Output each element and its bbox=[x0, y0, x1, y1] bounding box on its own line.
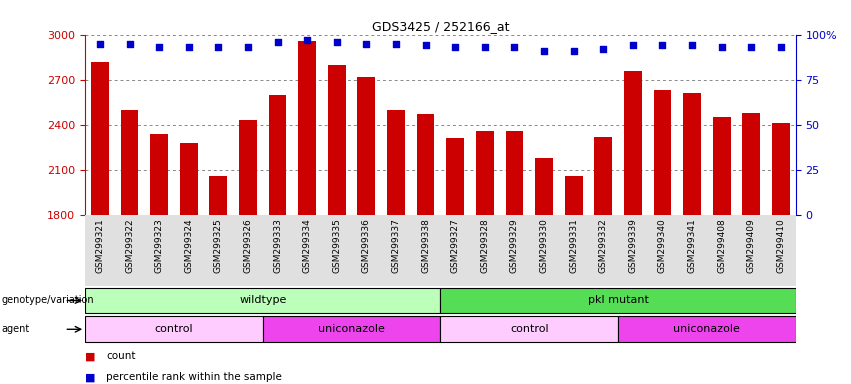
Point bbox=[152, 44, 166, 50]
Point bbox=[123, 41, 136, 47]
Bar bbox=[772, 123, 790, 215]
Bar bbox=[387, 110, 405, 215]
Bar bbox=[446, 138, 464, 215]
Text: GSM299328: GSM299328 bbox=[480, 218, 489, 273]
Point bbox=[419, 42, 432, 48]
Bar bbox=[357, 77, 375, 215]
Text: GSM299337: GSM299337 bbox=[391, 218, 401, 273]
Text: GSM299322: GSM299322 bbox=[125, 218, 134, 273]
Bar bbox=[441, 316, 618, 342]
Bar bbox=[298, 41, 316, 215]
Point bbox=[300, 37, 314, 43]
Text: percentile rank within the sample: percentile rank within the sample bbox=[106, 372, 283, 382]
Text: pkl mutant: pkl mutant bbox=[587, 295, 648, 305]
Bar bbox=[742, 113, 760, 215]
Text: GSM299334: GSM299334 bbox=[303, 218, 311, 273]
Text: GSM299330: GSM299330 bbox=[540, 218, 549, 273]
Point bbox=[241, 44, 254, 50]
Text: GSM299325: GSM299325 bbox=[214, 218, 223, 273]
Text: GSM299329: GSM299329 bbox=[510, 218, 519, 273]
Text: GSM299336: GSM299336 bbox=[362, 218, 371, 273]
Point bbox=[537, 48, 551, 54]
Bar bbox=[713, 117, 730, 215]
Text: wildtype: wildtype bbox=[239, 295, 287, 305]
Text: genotype/variation: genotype/variation bbox=[2, 295, 94, 306]
Point bbox=[774, 44, 788, 50]
Bar bbox=[151, 134, 168, 215]
Text: GSM299333: GSM299333 bbox=[273, 218, 282, 273]
Text: GSM299326: GSM299326 bbox=[243, 218, 253, 273]
Text: GSM299408: GSM299408 bbox=[717, 218, 726, 273]
Point bbox=[360, 41, 374, 47]
Point bbox=[507, 44, 521, 50]
Bar bbox=[441, 288, 796, 313]
Title: GDS3425 / 252166_at: GDS3425 / 252166_at bbox=[372, 20, 509, 33]
Bar bbox=[121, 110, 139, 215]
Bar bbox=[417, 114, 435, 215]
Bar bbox=[594, 137, 612, 215]
Point bbox=[93, 41, 106, 47]
Point bbox=[567, 48, 580, 54]
Text: GSM299323: GSM299323 bbox=[155, 218, 163, 273]
Bar bbox=[476, 131, 494, 215]
Point bbox=[330, 39, 344, 45]
Bar bbox=[654, 90, 671, 215]
Bar bbox=[535, 158, 553, 215]
Text: ■: ■ bbox=[85, 372, 95, 382]
Bar bbox=[85, 288, 441, 313]
Text: GSM299410: GSM299410 bbox=[776, 218, 785, 273]
Point bbox=[626, 42, 640, 48]
Point bbox=[182, 44, 196, 50]
Bar bbox=[91, 62, 109, 215]
Point bbox=[448, 44, 462, 50]
Bar bbox=[269, 95, 287, 215]
Bar bbox=[180, 143, 197, 215]
Text: GSM299321: GSM299321 bbox=[95, 218, 105, 273]
Point bbox=[597, 46, 610, 52]
Bar bbox=[85, 316, 263, 342]
Bar bbox=[328, 65, 346, 215]
Text: GSM299341: GSM299341 bbox=[688, 218, 697, 273]
Text: GSM299324: GSM299324 bbox=[184, 218, 193, 273]
Point bbox=[212, 44, 226, 50]
Text: uniconazole: uniconazole bbox=[318, 324, 385, 334]
Point bbox=[389, 41, 403, 47]
Point bbox=[655, 42, 669, 48]
Text: control: control bbox=[155, 324, 193, 334]
Bar bbox=[618, 316, 796, 342]
Bar bbox=[505, 131, 523, 215]
Bar bbox=[263, 316, 441, 342]
Text: GSM299335: GSM299335 bbox=[332, 218, 341, 273]
Text: GSM299338: GSM299338 bbox=[421, 218, 430, 273]
Text: GSM299332: GSM299332 bbox=[599, 218, 608, 273]
Text: GSM299340: GSM299340 bbox=[658, 218, 667, 273]
Point bbox=[478, 44, 492, 50]
Text: uniconazole: uniconazole bbox=[673, 324, 740, 334]
Bar bbox=[624, 71, 642, 215]
Bar bbox=[239, 120, 257, 215]
Point bbox=[271, 39, 284, 45]
Text: ■: ■ bbox=[85, 351, 95, 361]
Text: agent: agent bbox=[2, 324, 30, 334]
Text: GSM299327: GSM299327 bbox=[451, 218, 460, 273]
Point bbox=[745, 44, 758, 50]
Text: GSM299409: GSM299409 bbox=[747, 218, 756, 273]
Bar bbox=[565, 176, 582, 215]
Text: GSM299339: GSM299339 bbox=[628, 218, 637, 273]
Point bbox=[715, 44, 728, 50]
Point bbox=[685, 42, 699, 48]
Text: GSM299331: GSM299331 bbox=[569, 218, 578, 273]
Bar bbox=[209, 176, 227, 215]
Text: control: control bbox=[510, 324, 549, 334]
Bar bbox=[683, 93, 701, 215]
Text: count: count bbox=[106, 351, 136, 361]
